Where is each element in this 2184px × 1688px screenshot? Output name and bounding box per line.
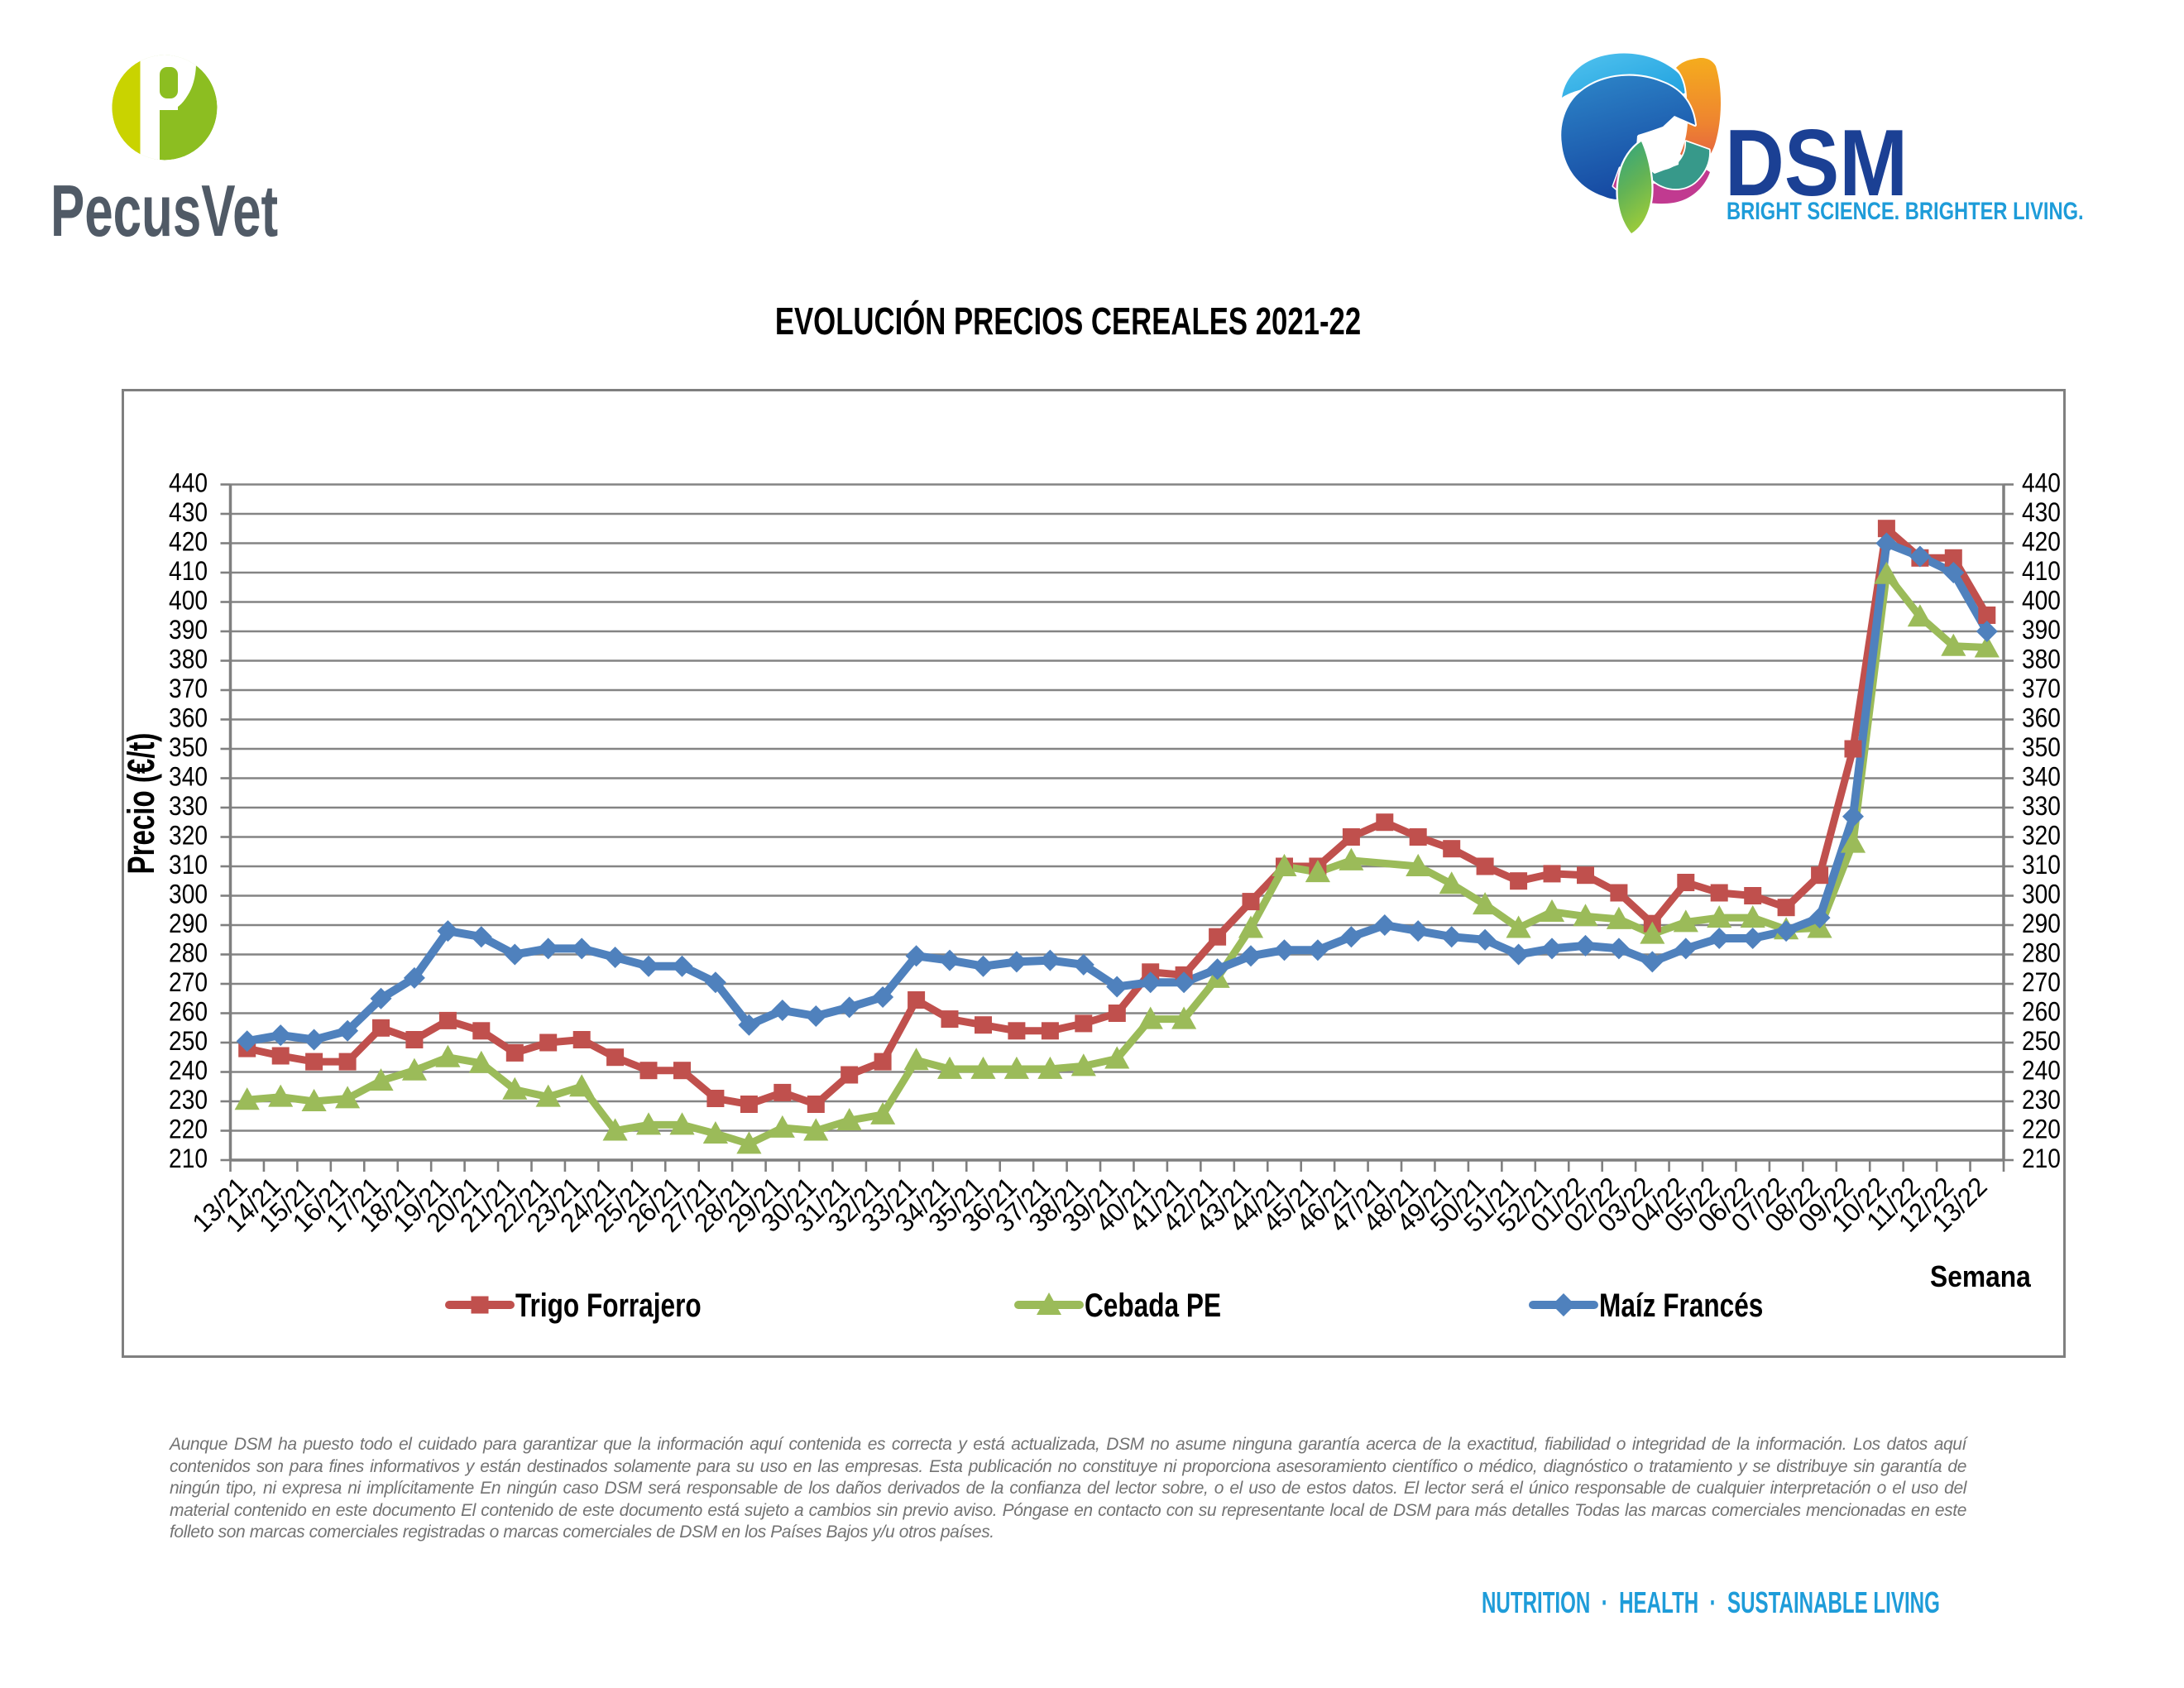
svg-text:260: 260 (2022, 998, 2061, 1027)
svg-text:410: 410 (2022, 557, 2061, 586)
svg-text:210: 210 (169, 1144, 208, 1173)
svg-text:360: 360 (169, 704, 208, 733)
svg-text:250: 250 (2022, 1027, 2061, 1056)
svg-text:Trigo Forrajero: Trigo Forrajero (515, 1286, 702, 1323)
svg-text:Precio (€/t): Precio (€/t) (122, 733, 162, 875)
svg-text:260: 260 (169, 998, 208, 1027)
svg-text:290: 290 (169, 909, 208, 938)
svg-text:220: 220 (169, 1115, 208, 1144)
svg-text:380: 380 (169, 645, 208, 674)
svg-text:BRIGHT SCIENCE. BRIGHTER LIVIN: BRIGHT SCIENCE. BRIGHTER LIVING. (1727, 197, 2084, 224)
svg-text:300: 300 (169, 880, 208, 909)
svg-text:370: 370 (169, 674, 208, 703)
svg-text:400: 400 (169, 587, 208, 616)
svg-text:320: 320 (169, 822, 208, 851)
svg-text:440: 440 (169, 469, 208, 498)
svg-text:380: 380 (2022, 645, 2061, 674)
svg-text:Cebada PE: Cebada PE (1085, 1286, 1221, 1323)
svg-text:420: 420 (169, 528, 208, 557)
svg-text:210: 210 (2022, 1144, 2061, 1173)
svg-text:320: 320 (2022, 822, 2061, 851)
svg-text:310: 310 (2022, 851, 2061, 880)
svg-text:270: 270 (169, 968, 208, 997)
svg-text:290: 290 (2022, 909, 2061, 938)
svg-text:340: 340 (169, 763, 208, 792)
svg-text:Maíz Francés: Maíz Francés (1599, 1286, 1763, 1323)
svg-text:340: 340 (2022, 763, 2061, 792)
svg-text:250: 250 (169, 1027, 208, 1056)
svg-text:370: 370 (2022, 674, 2061, 703)
svg-text:280: 280 (169, 939, 208, 968)
svg-text:350: 350 (2022, 733, 2061, 762)
svg-text:360: 360 (2022, 704, 2061, 733)
svg-text:420: 420 (2022, 528, 2061, 557)
svg-text:220: 220 (2022, 1115, 2061, 1144)
svg-text:230: 230 (169, 1086, 208, 1115)
svg-text:270: 270 (2022, 968, 2061, 997)
svg-text:350: 350 (169, 733, 208, 762)
svg-text:240: 240 (2022, 1057, 2061, 1086)
svg-text:300: 300 (2022, 880, 2061, 909)
svg-text:PecusVet: PecusVet (50, 170, 278, 248)
svg-text:440: 440 (2022, 469, 2061, 498)
svg-text:390: 390 (169, 616, 208, 645)
svg-text:330: 330 (169, 792, 208, 821)
svg-text:430: 430 (2022, 498, 2061, 527)
svg-text:330: 330 (2022, 792, 2061, 821)
svg-text:430: 430 (169, 498, 208, 527)
svg-text:Semana: Semana (1930, 1260, 2032, 1293)
svg-text:390: 390 (2022, 616, 2061, 645)
svg-text:230: 230 (2022, 1086, 2061, 1115)
svg-text:DSM: DSM (1725, 110, 1908, 216)
svg-text:280: 280 (2022, 939, 2061, 968)
svg-text:240: 240 (169, 1057, 208, 1086)
svg-text:400: 400 (2022, 587, 2061, 616)
svg-text:310: 310 (169, 851, 208, 880)
svg-text:410: 410 (169, 557, 208, 586)
